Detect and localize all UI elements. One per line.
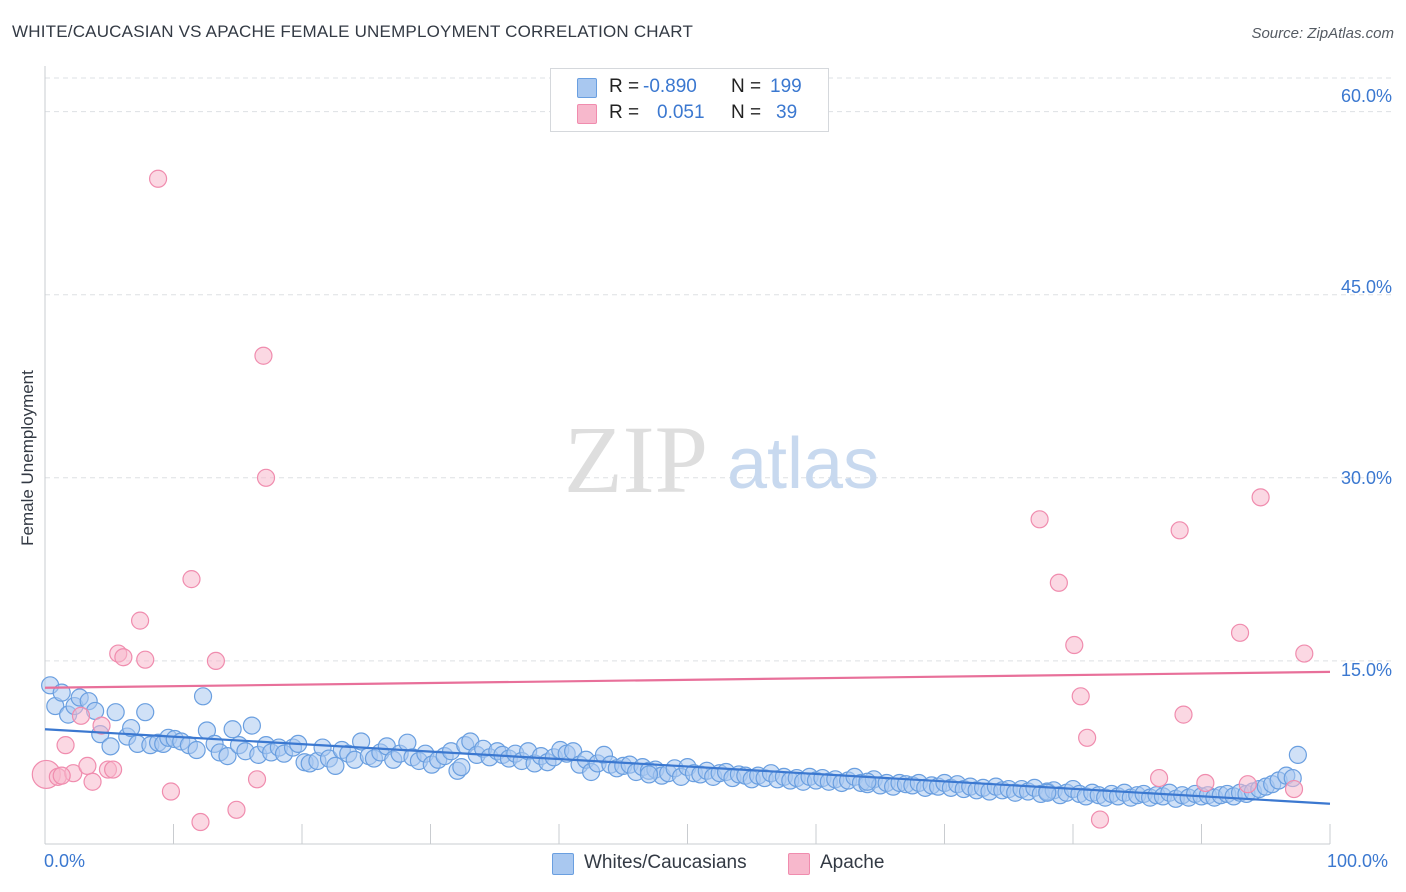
point-apache [83,772,102,791]
point-apache [130,611,150,630]
point-apache [256,468,276,487]
point-apache [1238,775,1257,794]
legend-swatch-whites [577,78,597,98]
point-whites [639,765,659,784]
point-apache [1078,728,1097,747]
point-apache [1174,705,1193,724]
point-apache [1251,488,1270,507]
point-whites [136,703,155,722]
legend-row-apache: R = 0.051 N = 39 [551,101,828,127]
point-whites [193,687,213,706]
point-apache [161,782,181,801]
point-apache [247,770,267,789]
legend-row-whites: R = -0.890 N = 199 [551,75,828,101]
series-whites-points [41,676,1307,808]
legend-n-label: N = [731,76,762,97]
point-whites [1288,745,1307,764]
point-whites [242,716,261,735]
point-apache [1284,779,1304,799]
legend-n-value: 39 [776,102,798,123]
legend-swatch-apache [577,104,597,124]
point-apache [56,736,75,755]
series-apache-points [31,169,1314,832]
bottom-legend-whites: Whites/Caucasians [584,852,747,873]
point-apache [182,570,201,589]
point-whites [187,740,206,760]
point-apache [1230,623,1250,642]
point-apache [227,800,246,819]
y-tick-60: 60.0% [1340,86,1392,106]
axes [44,66,1331,845]
legend-n-label: N = [731,102,762,123]
legend-n-value: 199 [770,76,802,97]
legend-r-label: R = [609,76,640,97]
point-apache [1065,635,1084,655]
point-apache [148,169,168,188]
x-tick-min: 0.0% [44,851,86,871]
point-whites [218,747,237,766]
point-apache [206,651,226,671]
watermark-zip: ZIP [564,406,708,513]
trend-lines [44,670,1331,805]
point-whites [326,756,345,775]
watermark-atlas: atlas [727,424,879,504]
y-axis-label: Female Unemployment [18,370,37,546]
chart-title: WHITE/CAUCASIAN VS APACHE FEMALE UNEMPLO… [12,22,694,41]
point-whites [106,703,125,722]
gridlines [45,77,1392,662]
point-whites [223,720,242,739]
point-whites [352,732,371,751]
trend-line-whites [44,728,1331,805]
bottom-legend-swatch-whites [552,853,574,875]
point-apache [1170,521,1189,540]
point-apache [1149,768,1169,788]
point-apache [1049,573,1068,592]
point-apache [1295,644,1314,663]
point-apache [92,716,111,735]
point-whites [452,757,471,777]
legend-r-value: -0.890 [643,76,697,97]
y-tick-15: 15.0% [1340,660,1392,680]
bottom-legend-apache: Apache [820,852,885,873]
point-apache [254,346,273,365]
point-apache [71,706,91,725]
point-whites [121,718,141,738]
point-apache [191,812,210,832]
point-apache [104,760,123,779]
point-apache [1196,773,1215,793]
point-apache [1090,810,1110,829]
point-apache [52,766,71,785]
point-apache [78,756,97,775]
point-apache [114,648,133,667]
point-apache [136,650,155,669]
trend-line-apache [44,670,1331,689]
point-apache [1030,510,1049,529]
x-tick-max: 100.0% [1327,851,1389,871]
y-tick-30: 30.0% [1340,468,1392,488]
bottom-legend-swatch-apache [788,853,810,875]
point-apache [1071,687,1090,706]
legend-r-label: R = [609,102,640,123]
correlation-legend: R = -0.890 N = 199 R = 0.051 N = 39 [550,68,829,132]
zipatlas-watermark: ZIP atlas [564,406,879,513]
point-whites [101,737,120,756]
y-tick-45: 45.0% [1340,277,1392,297]
legend-r-value: 0.051 [657,102,705,123]
source-label: Source: ZipAtlas.com [1251,25,1394,42]
